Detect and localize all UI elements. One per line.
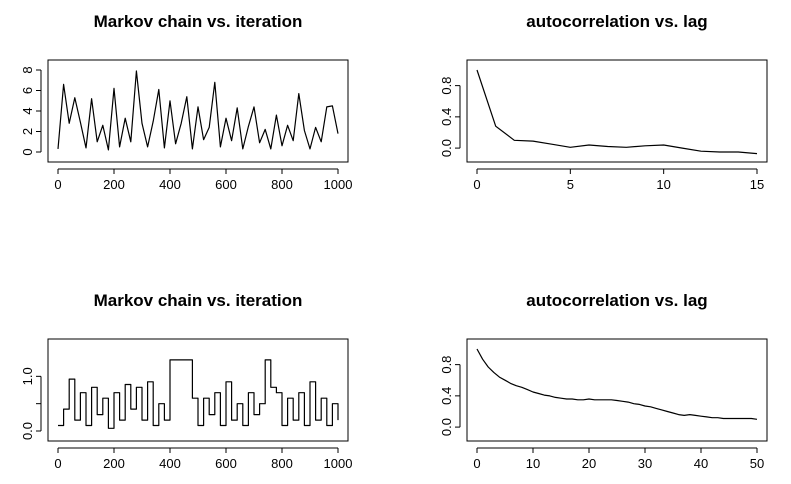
x-tick-label: 0 <box>54 177 61 192</box>
y-tick-label: 0.4 <box>439 387 454 405</box>
y-tick-label: 0.8 <box>439 356 454 374</box>
panel-trace-top: Markov chain vs. iteration 0 200 400 600 800 1… <box>20 12 352 192</box>
x-tick-label: 5 <box>567 177 574 192</box>
series-line <box>476 69 758 155</box>
x-tick-label: 400 <box>159 177 181 192</box>
y-tick-label: 2 <box>20 128 35 135</box>
x-tick-label: 200 <box>103 177 125 192</box>
x-tick-label: 10 <box>526 456 540 471</box>
x-tick-label: 200 <box>103 456 125 471</box>
x-tick-label: 50 <box>750 456 764 471</box>
plot-frame <box>466 59 768 163</box>
y-tick-label: 0.0 <box>439 418 454 436</box>
x-tick-label: 10 <box>656 177 670 192</box>
x-tick-label: 1000 <box>324 177 353 192</box>
chart-title: autocorrelation vs. lag <box>526 12 707 31</box>
series-line <box>57 70 339 151</box>
x-tick-label: 0 <box>473 456 480 471</box>
y-tick-label: 8 <box>20 66 35 73</box>
panel-acf-bottom: autocorrelation vs. lag 0 10 20 30 40 50 0.0 0.4… <box>439 291 768 471</box>
x-tick-label: 30 <box>638 456 652 471</box>
chart-title: Markov chain vs. iteration <box>94 291 303 310</box>
y-tick-label: 0.0 <box>20 422 35 440</box>
x-tick-label: 0 <box>54 456 61 471</box>
x-tick-label: 15 <box>750 177 764 192</box>
plot-frame <box>47 338 349 442</box>
y-tick-label: 4 <box>20 107 35 114</box>
series-line <box>58 359 339 429</box>
x-tick-label: 40 <box>694 456 708 471</box>
y-tick-label: 0.0 <box>439 139 454 157</box>
x-tick-label: 0 <box>473 177 480 192</box>
x-tick-label: 600 <box>215 456 237 471</box>
y-tick-label: 0.8 <box>439 77 454 95</box>
x-tick-label: 400 <box>159 456 181 471</box>
panel-trace-bottom: Markov chain vs. iteration 0 200 400 600 800 1… <box>20 291 352 471</box>
x-tick-label: 800 <box>271 177 293 192</box>
y-tick-label: 0 <box>20 148 35 155</box>
y-tick-label: 1.0 <box>20 367 35 385</box>
series-line <box>476 348 758 420</box>
chart-title: autocorrelation vs. lag <box>526 291 707 310</box>
x-tick-label: 800 <box>271 456 293 471</box>
panel-acf-top: autocorrelation vs. lag 0 5 10 15 0.0 0.4 0.8 <box>439 12 768 192</box>
chart-title: Markov chain vs. iteration <box>94 12 303 31</box>
y-tick-label: 0.4 <box>439 108 454 126</box>
x-tick-label: 600 <box>215 177 237 192</box>
plot-frame <box>466 338 768 442</box>
y-tick-label: 6 <box>20 87 35 94</box>
x-tick-label: 1000 <box>324 456 353 471</box>
plot-frame <box>47 59 349 163</box>
x-tick-label: 20 <box>582 456 596 471</box>
